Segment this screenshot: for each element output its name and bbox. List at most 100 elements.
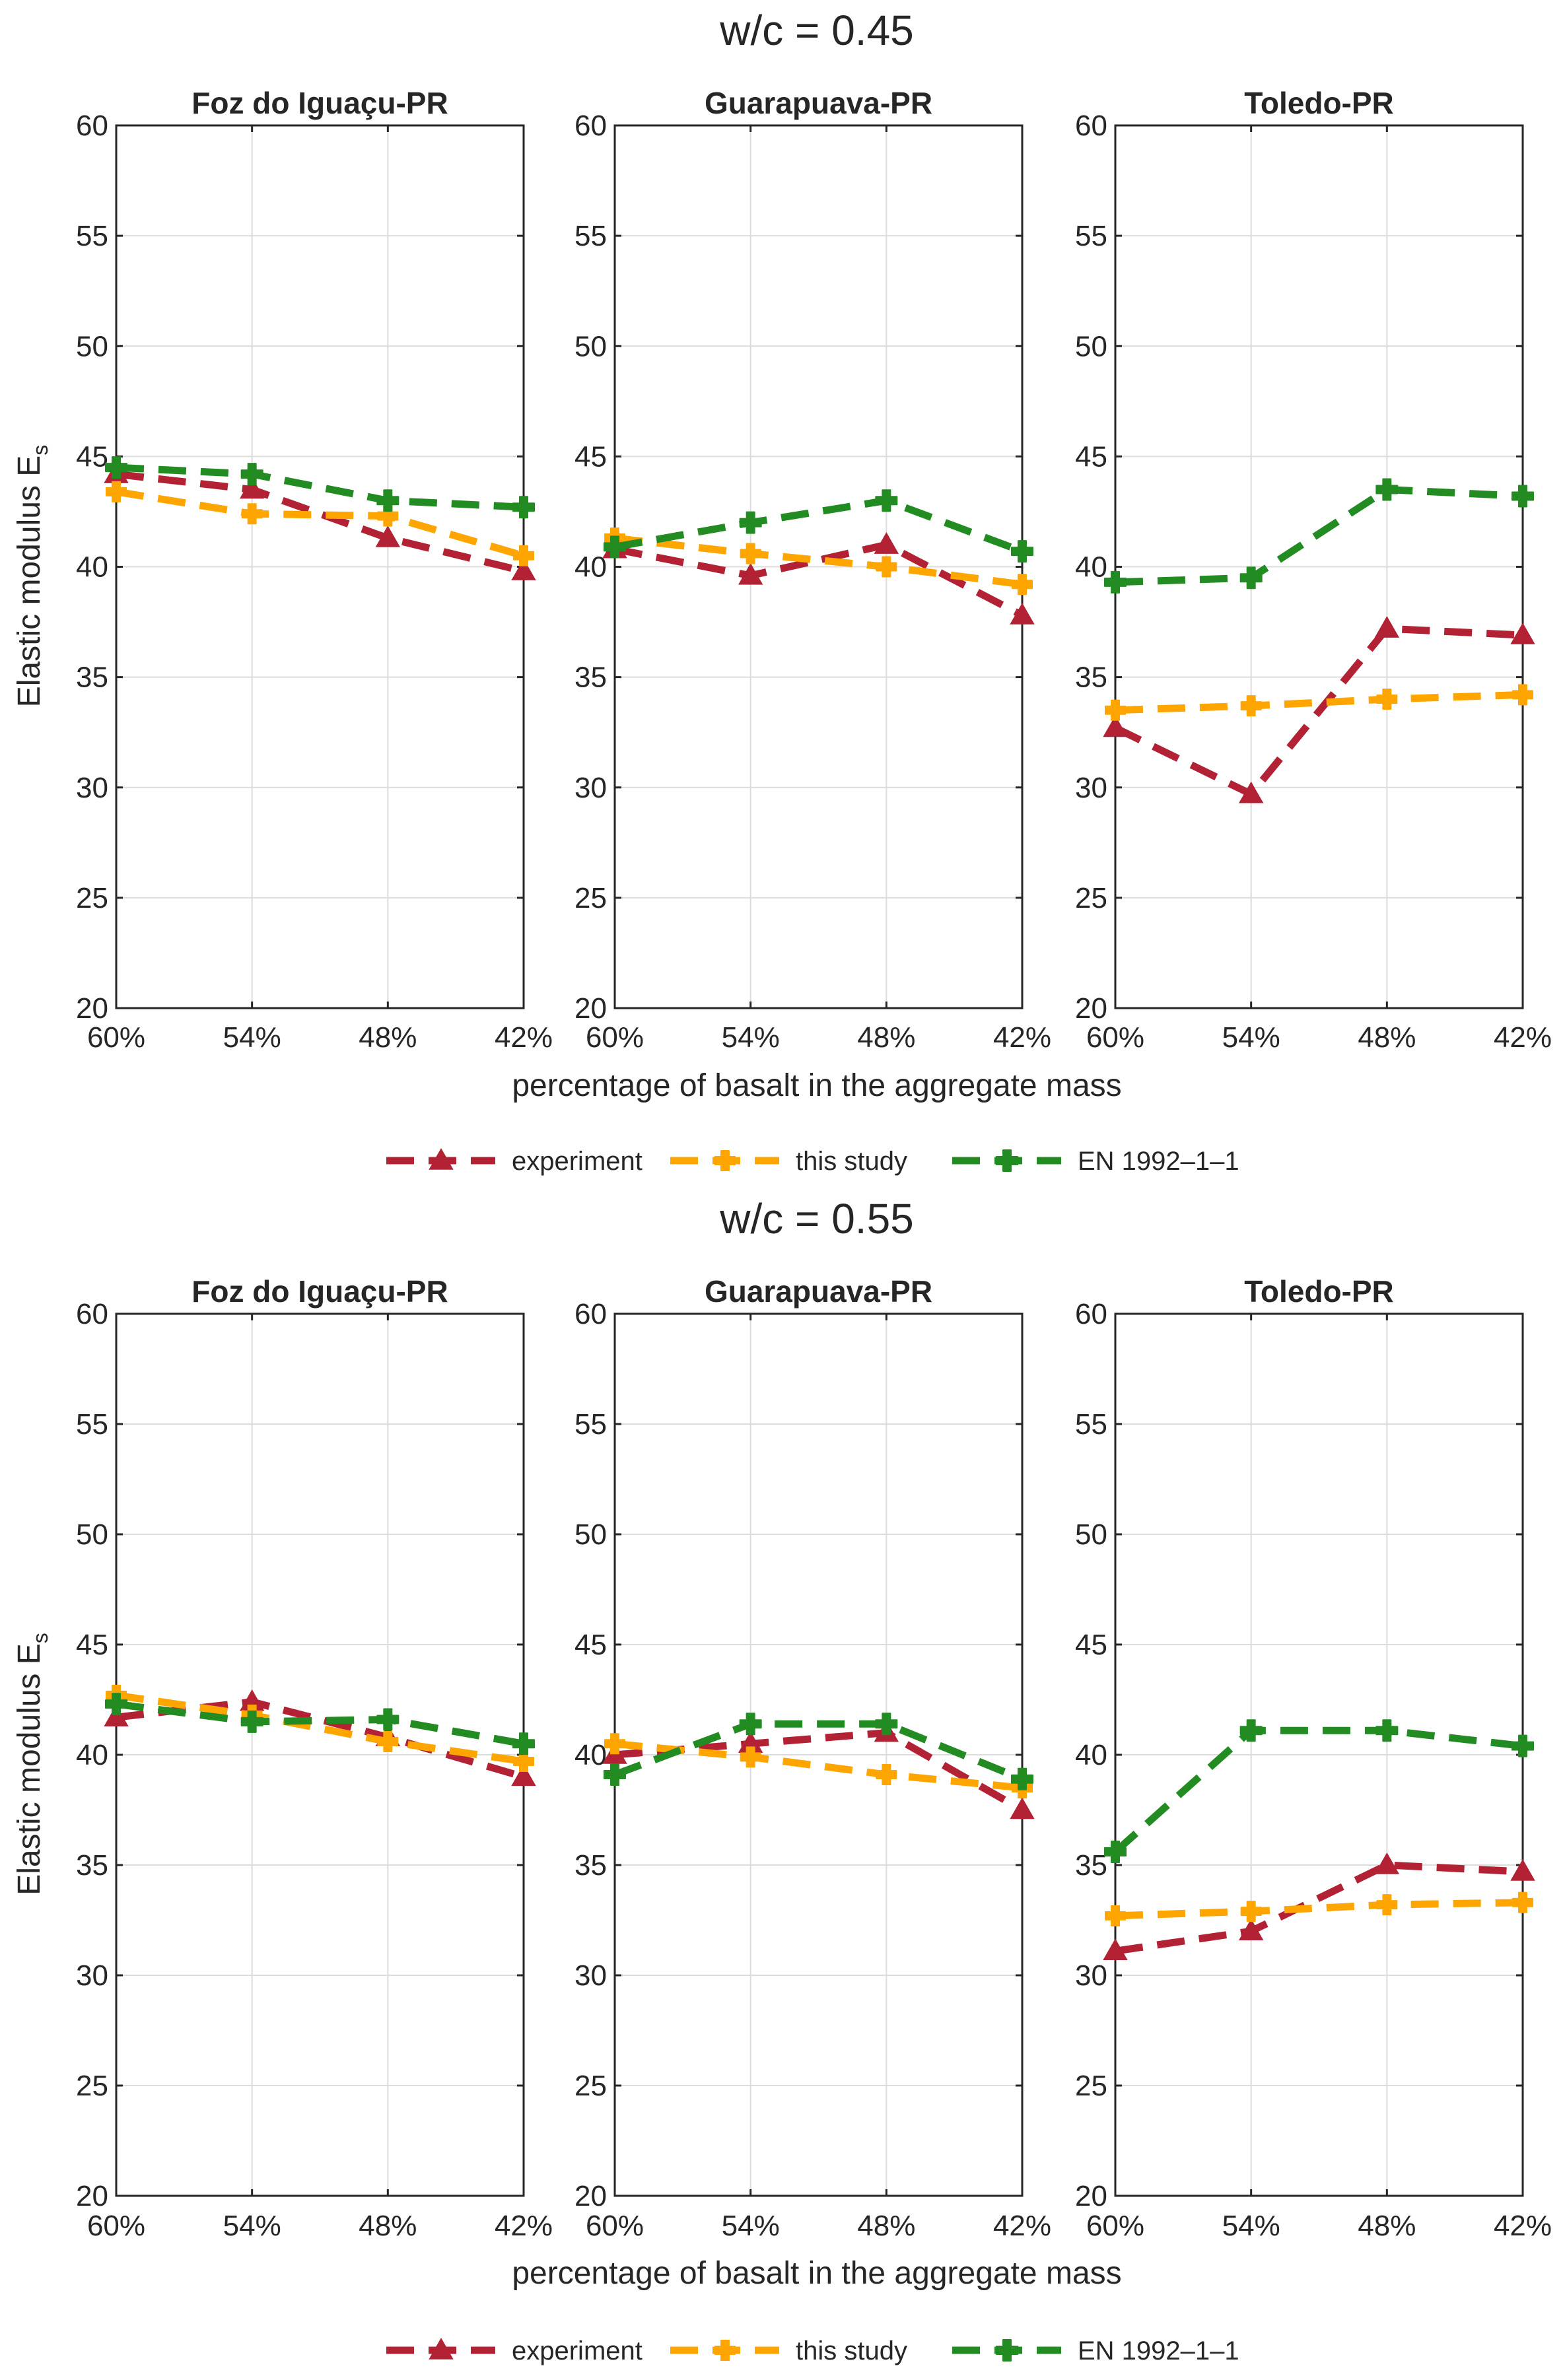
data-point-circle <box>1512 485 1534 508</box>
data-point-circle <box>376 1708 400 1731</box>
data-point-triangle <box>738 562 763 585</box>
series-line <box>613 1720 1024 1783</box>
series-line <box>614 1740 1023 1792</box>
y-tick-label: 55 <box>574 220 607 252</box>
x-tick-label: 54% <box>1222 2210 1280 2242</box>
legend-marker-triangle <box>429 1147 454 1170</box>
series-en-1992-1-1 <box>604 1713 1033 1790</box>
series-en-1992-1-1 <box>105 1693 535 1755</box>
data-point-square <box>740 1746 761 1768</box>
legend-label: experiment <box>512 1147 643 1176</box>
data-point-triangle <box>1103 715 1128 737</box>
data-point-circle <box>240 1710 263 1733</box>
data-point-square <box>513 545 534 566</box>
legend-marker-circle <box>996 1149 1018 1172</box>
data-point-square <box>106 481 127 502</box>
panel-toledo-pr: 20 25 30 35 40 45 50 55 60 60% 54% 48% 42% Toledo-PR <box>1075 1274 1552 2242</box>
legend-entry-en-1992-1-1: EN 1992–1–1 <box>952 2336 1239 2365</box>
legend-entry-this-study: this study <box>670 1147 907 1176</box>
y-tick-label: 30 <box>574 772 607 804</box>
y-tick-label: 60 <box>574 1298 607 1330</box>
y-tick-label: 40 <box>574 1739 607 1771</box>
x-tick-label: 48% <box>857 1021 915 1054</box>
y-tick-label: 35 <box>1075 1849 1107 1882</box>
y-tick-label: 25 <box>574 2070 607 2102</box>
y-tick-label: 45 <box>1075 440 1107 473</box>
data-point-square <box>1240 1901 1262 1922</box>
series-line <box>116 463 524 511</box>
x-tick-label: 48% <box>1358 2210 1416 2242</box>
legend-marker-square <box>714 2340 736 2361</box>
legend-marker-square <box>714 1150 736 1171</box>
x-tick-label: 48% <box>359 1021 417 1054</box>
legend-marker-circle <box>996 2339 1018 2362</box>
y-tick-label: 55 <box>1075 1408 1107 1441</box>
y-tick-label: 45 <box>76 1629 108 1661</box>
y-tick-label: 50 <box>1075 1518 1107 1551</box>
x-tick-label: 60% <box>87 1021 145 1054</box>
series-experiment <box>1103 616 1535 803</box>
y-tick-label: 55 <box>76 220 108 252</box>
series-en-1992-1-1 <box>1104 478 1534 594</box>
data-point-circle <box>512 1732 535 1755</box>
data-point-triangle <box>1238 781 1264 803</box>
x-tick-label: 54% <box>722 2210 780 2242</box>
y-tick-label: 35 <box>574 1849 607 1882</box>
data-point-circle <box>240 463 263 486</box>
figure-suptitle: w/c = 0.45 <box>719 7 914 54</box>
data-point-square <box>1512 1891 1533 1913</box>
data-point-triangle <box>1010 1797 1035 1819</box>
y-tick-label: 25 <box>1075 882 1107 914</box>
y-tick-label: 25 <box>1075 2070 1107 2102</box>
data-point-circle <box>604 535 626 559</box>
series-this-study <box>1105 1891 1533 1926</box>
series-experiment <box>1103 1852 1535 1961</box>
y-tick-label: 25 <box>574 882 607 914</box>
x-tick-label: 60% <box>586 1021 644 1054</box>
legend: experiment this study EN 1992–1–1 <box>386 1147 1239 1176</box>
series-line <box>1115 1899 1523 1920</box>
y-axis-label: Elastic modulus Es <box>12 1633 52 1895</box>
series-line <box>1113 625 1523 798</box>
series-line <box>1115 691 1523 714</box>
figure-block-1: w/c = 0.45 20 25 30 35 40 45 50 55 60 60% 54% 48% 42%… <box>12 7 1552 1176</box>
y-tick-label: 35 <box>76 662 108 694</box>
legend-label: experiment <box>512 2336 643 2365</box>
data-point-square <box>876 556 897 578</box>
y-tick-label: 55 <box>76 1408 108 1441</box>
y-tick-label: 30 <box>574 1959 607 1992</box>
y-tick-label: 50 <box>76 330 108 362</box>
y-tick-label: 20 <box>574 992 607 1025</box>
data-point-square <box>604 1733 625 1755</box>
y-tick-label: 35 <box>574 662 607 694</box>
data-point-triangle <box>1510 1859 1535 1881</box>
data-point-circle <box>604 1763 626 1786</box>
data-point-square <box>377 1730 399 1752</box>
data-point-circle <box>739 1713 762 1736</box>
y-tick-label: 30 <box>1075 772 1107 804</box>
data-point-circle <box>1239 1719 1263 1742</box>
data-point-square <box>1376 689 1398 710</box>
data-point-triangle <box>1374 1852 1400 1874</box>
y-tick-label: 40 <box>1075 551 1107 584</box>
series-line <box>614 1729 1024 1814</box>
legend-marker-triangle <box>429 2337 454 2360</box>
x-tick-label: 42% <box>495 1021 553 1054</box>
series-line <box>614 534 1023 588</box>
y-tick-label: 50 <box>574 330 607 362</box>
data-point-circle <box>875 489 898 512</box>
y-tick-label: 55 <box>1075 220 1107 252</box>
y-tick-label: 20 <box>574 2180 607 2212</box>
panel-title: Foz do Iguaçu-PR <box>191 86 448 120</box>
x-tick-label: 48% <box>857 2210 915 2242</box>
data-point-triangle <box>1374 616 1400 638</box>
x-tick-label: 42% <box>1494 2210 1552 2242</box>
x-tick-label: 54% <box>223 2210 281 2242</box>
y-tick-label: 30 <box>76 772 108 804</box>
series-this-study <box>604 1733 1033 1799</box>
data-point-circle <box>1011 540 1033 563</box>
y-tick-label: 60 <box>1075 110 1107 142</box>
y-tick-label: 25 <box>76 882 108 914</box>
data-point-circle <box>875 1713 898 1736</box>
